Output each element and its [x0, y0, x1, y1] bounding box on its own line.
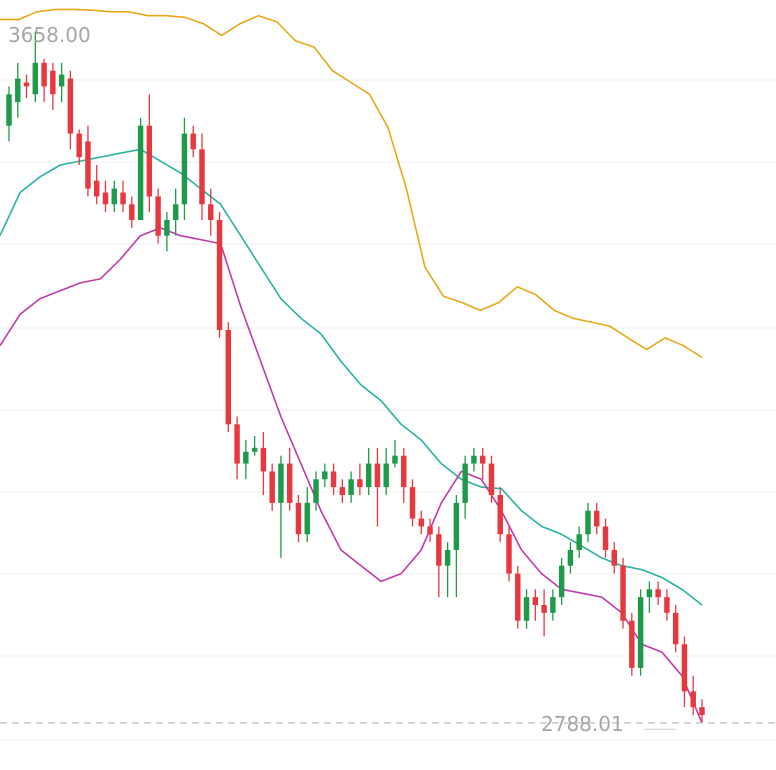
candle-body-61	[541, 605, 547, 613]
candle-body-74	[655, 589, 661, 598]
candle-body-28	[251, 447, 258, 452]
candle-body-59	[523, 597, 530, 621]
candle-body-68	[602, 526, 609, 550]
band-lower-line	[0, 227, 703, 724]
band-mid-line	[0, 148, 703, 606]
candles	[6, 31, 705, 723]
candle-body-20	[181, 133, 188, 205]
candle-body-57	[506, 534, 512, 574]
candle-body-70	[620, 565, 626, 621]
candle-body-45	[401, 455, 407, 488]
candle-body-51	[453, 502, 460, 550]
candle-body-25	[225, 330, 232, 425]
candle-body-29	[260, 447, 267, 472]
candle-body-76	[672, 612, 679, 645]
candle-body-72	[637, 597, 644, 668]
candle-body-49	[436, 534, 442, 566]
candle-body-21	[190, 133, 196, 150]
candle-body-75	[664, 597, 670, 613]
candle-body-79	[699, 707, 705, 715]
candle-body-17	[155, 196, 161, 236]
candle-body-69	[611, 550, 617, 566]
candle-body-15	[137, 125, 144, 220]
candle-body-3	[32, 62, 39, 95]
candle-body-60	[532, 597, 539, 605]
candle-body-77	[681, 644, 688, 692]
candle-body-46	[409, 487, 416, 519]
candle-body-50	[444, 550, 451, 566]
candle-body-54	[479, 455, 486, 464]
max-price-label: 3658.00	[8, 23, 91, 47]
candle-body-22	[199, 149, 205, 205]
candle-body-36	[322, 471, 328, 480]
candle-body-24	[216, 220, 223, 330]
candle-body-38	[339, 487, 346, 495]
candle-body-55	[488, 463, 495, 495]
candle-body-67	[594, 510, 600, 527]
candle-body-18	[164, 220, 170, 236]
candle-body-41	[365, 463, 372, 488]
band-upper-line	[0, 8, 703, 359]
candle-body-44	[392, 455, 398, 464]
candle-body-7	[67, 78, 74, 134]
candle-body-10	[94, 180, 100, 197]
candle-body-73	[646, 589, 653, 598]
min-price-label: 2788.01	[541, 712, 624, 736]
candle-body-78	[690, 691, 696, 708]
candle-body-0	[6, 94, 12, 126]
candle-body-42	[374, 463, 381, 488]
candle-body-13	[120, 192, 126, 205]
candle-body-27	[243, 451, 249, 464]
candle-body-16	[146, 125, 153, 197]
candle-body-56	[497, 495, 503, 535]
candle-body-35	[313, 479, 319, 503]
candle-body-37	[330, 471, 337, 488]
candle-body-6	[58, 74, 65, 87]
bollinger-bands	[0, 8, 703, 724]
candle-body-64	[567, 550, 574, 566]
candle-body-71	[629, 620, 635, 668]
candle-body-52	[462, 463, 468, 503]
candle-body-30	[269, 471, 275, 503]
candle-body-32	[286, 463, 293, 503]
candle-body-19	[172, 204, 179, 220]
candle-body-31	[278, 463, 284, 503]
candle-body-23	[208, 204, 214, 220]
candle-body-48	[427, 526, 433, 535]
candle-body-8	[76, 133, 82, 158]
candle-body-4	[41, 62, 47, 87]
candle-body-12	[111, 188, 117, 205]
candle-body-47	[418, 518, 425, 527]
candle-body-58	[515, 573, 521, 621]
candle-body-62	[550, 597, 556, 613]
candle-body-1	[15, 78, 21, 103]
candle-body-43	[383, 463, 389, 488]
candle-body-11	[102, 192, 109, 205]
candle-body-26	[234, 424, 240, 464]
candle-body-33	[295, 502, 302, 535]
candle-body-34	[304, 502, 310, 535]
candle-body-65	[576, 534, 582, 550]
candle-body-63	[558, 565, 565, 598]
candle-body-14	[129, 204, 135, 220]
candle-body-9	[85, 141, 91, 189]
candle-body-40	[357, 479, 363, 488]
candle-body-39	[348, 479, 354, 495]
candle-body-53	[471, 455, 477, 464]
candle-body-5	[50, 70, 56, 95]
candle-body-2	[23, 82, 30, 87]
candle-body-66	[585, 510, 591, 535]
